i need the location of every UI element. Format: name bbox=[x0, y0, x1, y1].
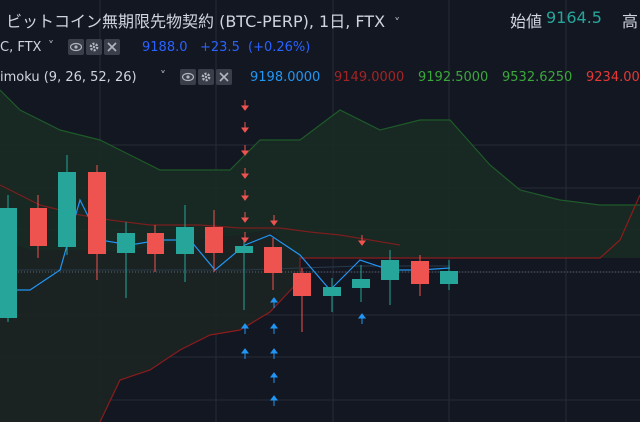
chikou-value: 9192.5000 bbox=[418, 70, 489, 85]
chevron-down-icon[interactable]: ˅ bbox=[394, 16, 401, 30]
span-a-value: 9532.6250 bbox=[502, 70, 573, 85]
high-label: 高 bbox=[622, 12, 639, 31]
close-icon[interactable] bbox=[104, 39, 120, 55]
symbol-title-text: ビットコイン無期限先物契約 (BTC-PERP), 1日, FTX bbox=[6, 12, 386, 31]
candle bbox=[440, 260, 458, 290]
candle bbox=[264, 238, 282, 290]
candle bbox=[352, 265, 370, 302]
indicator-name: C, FTX bbox=[0, 40, 42, 55]
kijun-value: 9149.0000 bbox=[334, 70, 405, 85]
buy-arrows bbox=[241, 297, 366, 406]
sell-arrows bbox=[241, 100, 366, 246]
candle bbox=[58, 155, 76, 255]
symbol-title[interactable]: ビットコイン無期限先物契約 (BTC-PERP), 1日, FTX ˅ bbox=[6, 8, 400, 32]
senkou-span-b-line bbox=[0, 89, 640, 206]
eye-icon[interactable] bbox=[180, 69, 196, 85]
senkou-span-a-line bbox=[99, 194, 640, 422]
ichimoku-cloud-upper bbox=[0, 90, 640, 258]
close-icon[interactable] bbox=[216, 69, 232, 85]
candles bbox=[0, 155, 458, 332]
gear-icon[interactable] bbox=[86, 39, 102, 55]
indicator-buttons bbox=[180, 69, 232, 85]
chevron-down-icon[interactable]: ˅ bbox=[48, 39, 54, 53]
candle bbox=[235, 238, 253, 310]
span-b-value: 9234.00 bbox=[586, 70, 640, 85]
candle bbox=[293, 268, 311, 332]
candle bbox=[30, 195, 47, 258]
indicator-name: imoku (9, 26, 52, 26) bbox=[0, 70, 137, 85]
candle bbox=[411, 255, 429, 296]
indicator-change: +23.5 bbox=[200, 40, 240, 55]
candle bbox=[0, 195, 17, 322]
chikou-line bbox=[0, 265, 450, 271]
indicator-buttons bbox=[68, 39, 120, 55]
tenkan-value: 9198.0000 bbox=[250, 70, 321, 85]
candle bbox=[147, 225, 164, 272]
indicator-change-pct: (+0.26%) bbox=[248, 40, 311, 55]
candle bbox=[205, 210, 223, 272]
candle bbox=[88, 165, 106, 280]
indicator-value: 9188.0 bbox=[142, 40, 188, 55]
candle bbox=[176, 205, 194, 282]
open-value: 9164.5 bbox=[546, 8, 602, 27]
candle bbox=[323, 278, 341, 312]
ichimoku-cloud-lower bbox=[0, 230, 300, 422]
chevron-down-icon[interactable]: ˅ bbox=[160, 69, 166, 83]
gear-icon[interactable] bbox=[198, 69, 214, 85]
open-label: 始値 bbox=[510, 12, 543, 31]
candle bbox=[381, 250, 399, 305]
candle bbox=[117, 222, 135, 298]
eye-icon[interactable] bbox=[68, 39, 84, 55]
